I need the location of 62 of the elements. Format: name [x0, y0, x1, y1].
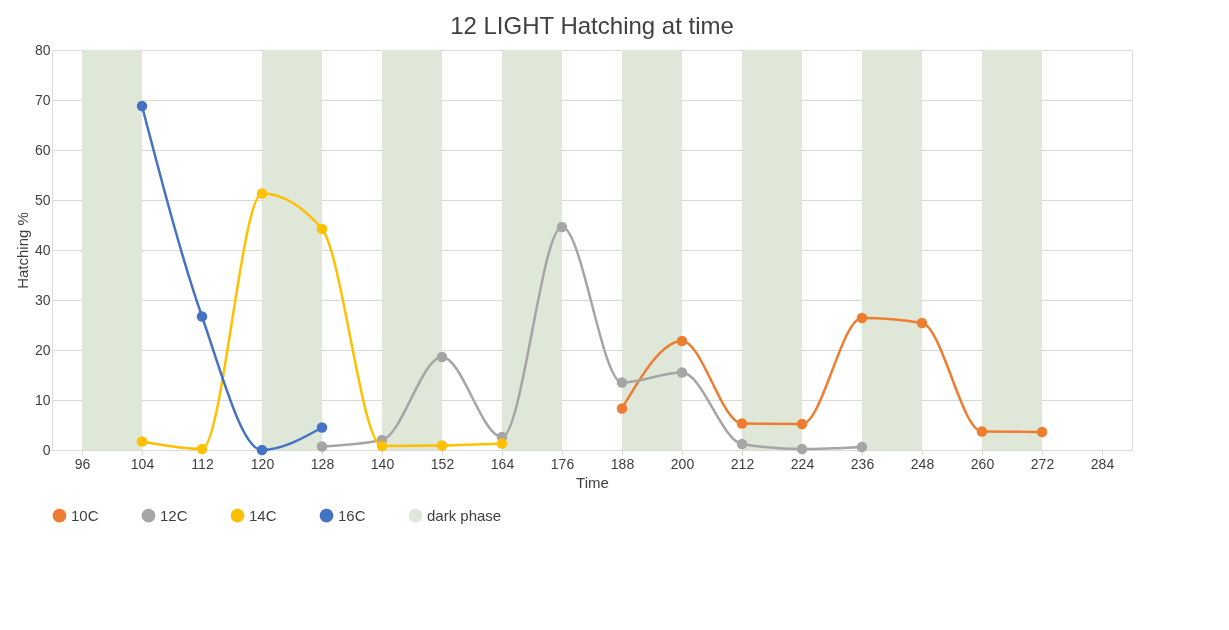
- x-tick-label: 260: [970, 455, 995, 472]
- x-axis-title: Time: [576, 473, 609, 491]
- legend-label: 10C: [71, 506, 99, 524]
- y-tick-label: 0: [42, 441, 51, 458]
- y-tick-label: 80: [34, 41, 51, 58]
- legend-label: 16C: [338, 506, 366, 524]
- point: [676, 367, 688, 378]
- x-tick-label: 200: [670, 455, 695, 472]
- point: [316, 223, 328, 235]
- point: [796, 443, 808, 455]
- point: [496, 438, 508, 449]
- y-axis-title: Hatching %: [13, 212, 31, 289]
- chart-title: 12 LIGHT Hatching at time: [450, 12, 734, 39]
- point: [676, 335, 688, 347]
- x-tick-label: 272: [1030, 455, 1055, 472]
- point: [736, 418, 748, 429]
- y-tick-label: 30: [34, 291, 51, 308]
- point: [796, 418, 808, 430]
- x-tick-label: 188: [610, 455, 635, 472]
- point: [436, 351, 448, 363]
- x-tick-label: 164: [490, 455, 515, 472]
- x-tick-label: 120: [250, 455, 275, 472]
- point: [856, 441, 868, 453]
- point: [256, 444, 268, 456]
- point: [376, 440, 388, 452]
- y-tick-label: 40: [34, 241, 51, 258]
- point: [196, 311, 208, 322]
- y-tick-label: 60: [34, 141, 51, 158]
- y-tick-label: 50: [34, 191, 51, 208]
- legend-label: dark phase: [427, 506, 502, 524]
- point: [976, 426, 988, 437]
- x-tick-label: 224: [790, 455, 815, 472]
- x-tick-label: 284: [1090, 455, 1115, 472]
- point: [916, 317, 928, 329]
- point: [1036, 426, 1048, 438]
- point: [436, 440, 448, 451]
- x-tick-label: 140: [370, 455, 395, 472]
- point: [736, 438, 748, 450]
- point: [196, 443, 208, 455]
- y-tick-label: 20: [34, 341, 51, 358]
- legend-label: 12C: [160, 506, 188, 524]
- point: [616, 377, 628, 388]
- x-tick-label: 104: [130, 455, 155, 472]
- y-tick-label: 10: [34, 391, 51, 408]
- point: [856, 312, 868, 324]
- x-tick-label: 236: [850, 455, 875, 472]
- x-tick-label: 248: [910, 455, 935, 472]
- point: [316, 441, 328, 452]
- point: [316, 422, 328, 433]
- point: [136, 436, 148, 447]
- point: [556, 221, 568, 233]
- x-tick-label: 152: [430, 455, 455, 472]
- y-tick-label: 70: [34, 91, 51, 108]
- point: [616, 403, 628, 414]
- legend-label: 14C: [249, 506, 277, 524]
- point: [136, 100, 148, 112]
- x-tick-label: 176: [550, 455, 575, 472]
- x-tick-label: 96: [74, 455, 91, 472]
- point: [256, 188, 268, 199]
- x-tick-label: 212: [730, 455, 755, 472]
- x-tick-label: 112: [191, 455, 214, 472]
- x-tick-label: 128: [310, 455, 335, 472]
